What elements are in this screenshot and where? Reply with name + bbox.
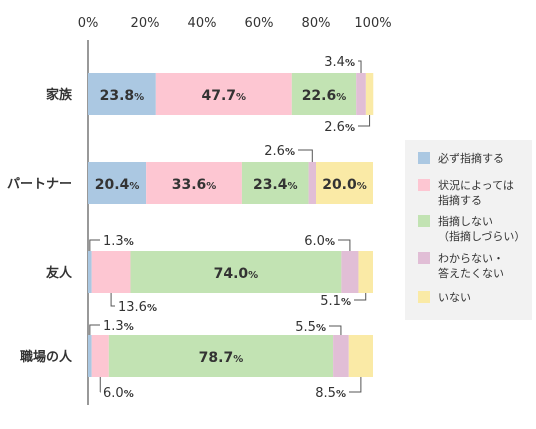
x-tick-label: 60% [245, 16, 274, 31]
legend-label: 指摘する [438, 193, 482, 207]
category-label: パートナー [7, 177, 72, 192]
leader-line [329, 325, 342, 335]
data-label: 78.7% [199, 350, 244, 366]
data-label: 2.6% [264, 144, 295, 159]
leader-line [354, 293, 367, 301]
legend-swatch [418, 291, 430, 303]
data-label: 2.6% [324, 120, 355, 135]
leader-line [358, 115, 371, 127]
leader-line [338, 239, 351, 251]
legend-label: 答えたくない [438, 266, 504, 280]
bar-segment [365, 73, 374, 115]
leader-line [89, 239, 100, 251]
bar-segment [348, 335, 373, 377]
data-label: 1.3% [103, 234, 134, 249]
data-label: 8.5% [315, 386, 346, 401]
bar-segment [358, 251, 373, 293]
data-label: 23.8% [100, 88, 145, 104]
bar-segment [130, 251, 342, 293]
legend-swatch [418, 152, 430, 164]
bar-segment [333, 335, 349, 377]
bar-segment [88, 162, 147, 204]
data-label: 1.3% [103, 319, 134, 334]
category-label: 職場の人 [20, 349, 73, 365]
bar-segment [356, 73, 366, 115]
bar-segment [291, 73, 357, 115]
bar-segment [241, 162, 309, 204]
bar-segment [91, 251, 131, 293]
leader-line [298, 149, 313, 162]
leader-line [110, 293, 115, 307]
x-tick-label: 100% [354, 16, 391, 31]
data-label: 20.4% [95, 177, 140, 193]
legend-label: いない [438, 291, 471, 304]
bar-segment [155, 73, 292, 115]
data-label: 13.6% [118, 300, 157, 315]
legend-label: （指摘しづらい） [438, 229, 525, 243]
bar-segment [308, 162, 316, 204]
legend-swatch [418, 215, 430, 227]
leader-line [89, 324, 100, 335]
data-label: 6.0% [103, 386, 134, 401]
bar-segment [88, 251, 92, 293]
data-label: 20.0% [322, 177, 367, 193]
x-tick-label: 0% [78, 16, 99, 31]
legend-label: わからない・ [438, 252, 504, 265]
bar-segment [88, 73, 156, 115]
x-tick-label: 20% [131, 16, 160, 31]
data-label: 6.0% [304, 234, 335, 249]
legend-label: 必ず指摘する [438, 151, 504, 165]
bar-segment [341, 251, 359, 293]
data-label: 22.6% [302, 88, 347, 104]
category-label: 家族 [46, 87, 73, 103]
x-tick-label: 40% [188, 16, 217, 31]
category-label: 友人 [46, 265, 73, 281]
legend-swatch [418, 252, 430, 264]
data-label: 5.5% [295, 320, 326, 335]
legend-label: 状況によっては [438, 178, 514, 192]
legend-box [405, 140, 532, 320]
bar-segment [316, 162, 373, 204]
leader-line [349, 377, 362, 393]
bar-segment [91, 335, 109, 377]
bar-segment [108, 335, 334, 377]
data-label: 3.4% [324, 55, 355, 70]
bar-segment [88, 335, 92, 377]
bar-segment [146, 162, 242, 204]
data-label: 5.1% [320, 294, 351, 309]
leader-line [358, 60, 362, 73]
data-label: 47.7% [202, 88, 247, 104]
x-tick-label: 80% [302, 16, 331, 31]
legend-label: 指摘しない [438, 214, 493, 228]
data-label: 74.0% [214, 266, 259, 282]
data-label: 23.4% [253, 177, 298, 193]
legend-swatch [418, 179, 430, 191]
data-label: 33.6% [172, 177, 217, 193]
